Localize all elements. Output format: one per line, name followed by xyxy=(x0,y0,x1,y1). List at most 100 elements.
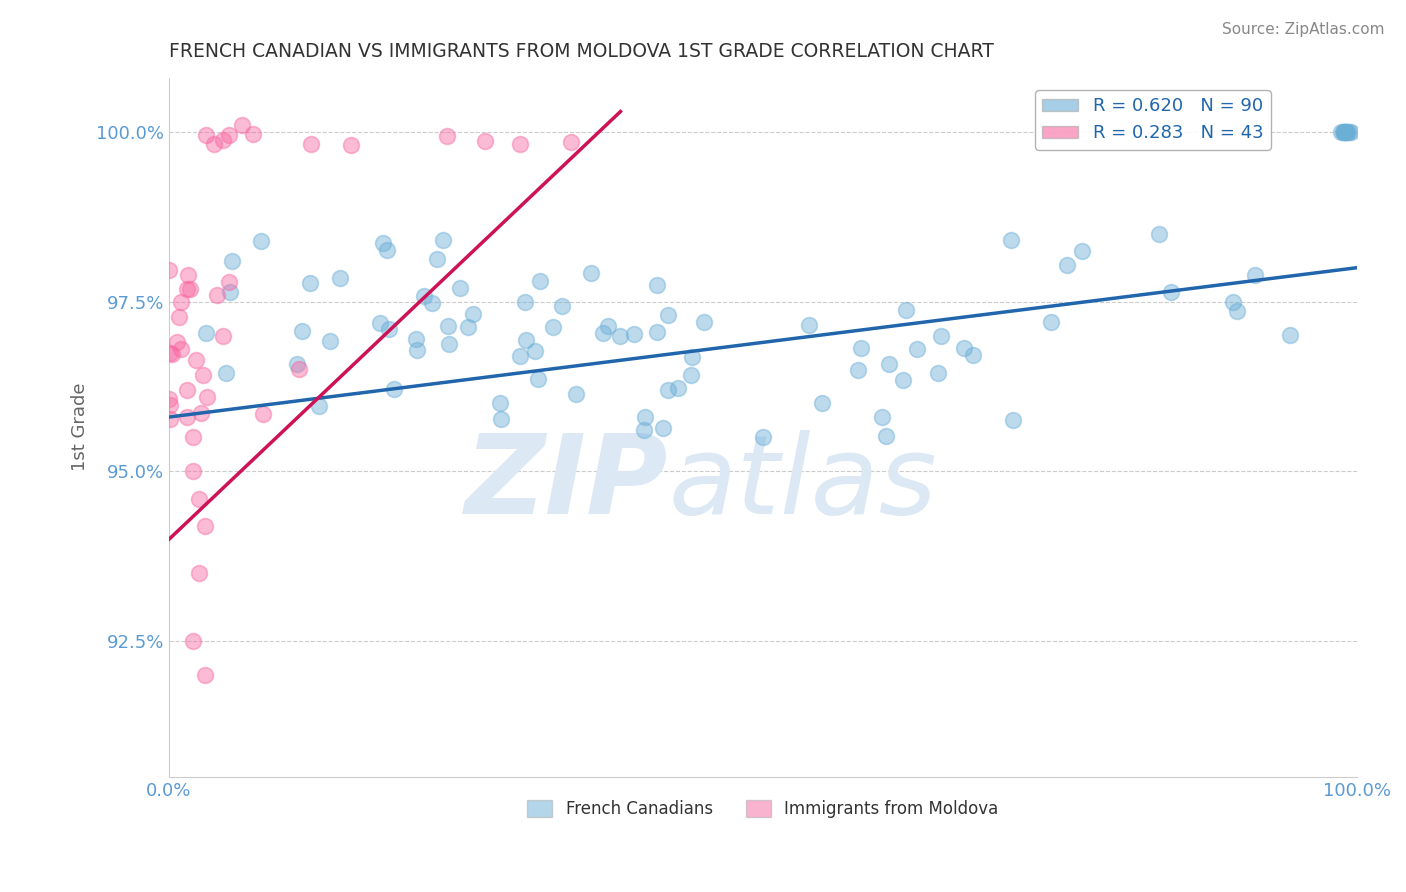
Point xyxy=(167,310,190,324)
Legend: French Canadians, Immigrants from Moldova: French Canadians, Immigrants from Moldov… xyxy=(520,793,1005,824)
Point xyxy=(849,341,872,355)
Point xyxy=(231,118,253,132)
Point xyxy=(474,134,496,148)
Text: atlas: atlas xyxy=(668,430,936,537)
Point xyxy=(681,368,703,382)
Point xyxy=(166,334,188,349)
Point xyxy=(929,328,952,343)
Point xyxy=(193,368,215,383)
Point xyxy=(509,349,531,363)
Point xyxy=(160,347,183,361)
Point xyxy=(288,361,311,376)
Point xyxy=(378,322,401,336)
Point xyxy=(437,318,460,333)
Point xyxy=(1336,125,1358,139)
Point xyxy=(329,270,352,285)
Point xyxy=(242,128,264,142)
Point xyxy=(529,274,551,288)
Point xyxy=(204,136,226,151)
Point xyxy=(339,138,361,153)
Point xyxy=(927,366,949,380)
Point xyxy=(179,282,201,296)
Point xyxy=(159,398,181,412)
Point xyxy=(205,288,228,302)
Point xyxy=(287,357,309,371)
Point xyxy=(157,263,180,277)
Point xyxy=(1056,258,1078,272)
Point xyxy=(1000,233,1022,247)
Point xyxy=(371,235,394,250)
Point xyxy=(551,299,574,313)
Text: Source: ZipAtlas.com: Source: ZipAtlas.com xyxy=(1222,22,1385,37)
Point xyxy=(1334,125,1357,139)
Point xyxy=(218,128,240,142)
Point xyxy=(250,235,273,249)
Point xyxy=(1333,125,1355,139)
Point xyxy=(870,410,893,425)
Point xyxy=(1226,304,1249,318)
Point xyxy=(382,382,405,396)
Point xyxy=(1333,125,1355,139)
Point xyxy=(541,320,564,334)
Point xyxy=(565,387,588,401)
Point xyxy=(461,308,484,322)
Point xyxy=(195,390,218,404)
Point xyxy=(184,353,207,368)
Point xyxy=(405,343,427,358)
Point xyxy=(645,278,668,293)
Point xyxy=(681,350,703,364)
Point xyxy=(666,381,689,395)
Point xyxy=(877,357,900,371)
Point xyxy=(176,282,198,296)
Point xyxy=(159,345,181,359)
Point xyxy=(157,392,180,406)
Y-axis label: 1st Grade: 1st Grade xyxy=(72,383,89,472)
Point xyxy=(170,294,193,309)
Point xyxy=(891,373,914,387)
Point xyxy=(177,268,200,282)
Point xyxy=(1244,268,1267,283)
Point xyxy=(319,334,342,348)
Point xyxy=(515,294,537,309)
Point xyxy=(436,128,458,143)
Point xyxy=(647,325,669,339)
Point xyxy=(657,308,679,322)
Point xyxy=(1279,327,1302,342)
Point xyxy=(560,135,582,149)
Point xyxy=(1147,227,1170,242)
Point xyxy=(1334,125,1357,139)
Point xyxy=(194,668,217,682)
Point xyxy=(1071,244,1094,258)
Point xyxy=(907,342,929,356)
Point xyxy=(875,429,897,443)
Point xyxy=(1039,315,1062,329)
Point xyxy=(1334,125,1357,139)
Point xyxy=(181,634,204,648)
Point xyxy=(221,254,243,268)
Point xyxy=(187,491,209,506)
Point xyxy=(953,341,976,355)
Point xyxy=(291,324,314,338)
Point xyxy=(527,372,550,386)
Text: ZIP: ZIP xyxy=(464,430,668,537)
Point xyxy=(308,399,330,413)
Point xyxy=(657,383,679,397)
Point xyxy=(412,289,434,303)
Point xyxy=(1001,413,1024,427)
Point xyxy=(181,430,204,444)
Point xyxy=(299,136,322,151)
Point xyxy=(692,315,714,329)
Point xyxy=(592,326,614,341)
Point xyxy=(515,333,537,347)
Point xyxy=(170,342,193,356)
Point xyxy=(523,344,546,359)
Point xyxy=(609,328,631,343)
Point xyxy=(1160,285,1182,299)
Point xyxy=(579,266,602,280)
Point xyxy=(449,280,471,294)
Text: FRENCH CANADIAN VS IMMIGRANTS FROM MOLDOVA 1ST GRADE CORRELATION CHART: FRENCH CANADIAN VS IMMIGRANTS FROM MOLDO… xyxy=(169,42,994,61)
Point xyxy=(211,133,233,147)
Point xyxy=(212,329,235,343)
Point xyxy=(187,566,209,581)
Point xyxy=(181,464,204,478)
